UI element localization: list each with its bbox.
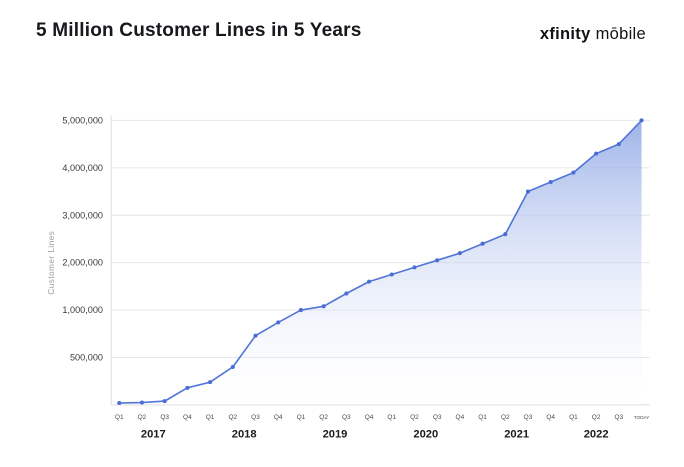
x-tick-label: Q3 bbox=[615, 414, 624, 421]
data-point bbox=[162, 399, 167, 404]
x-tick-label: Q3 bbox=[433, 414, 442, 421]
year-label: 2021 bbox=[504, 428, 529, 440]
x-tick-label: Q4 bbox=[274, 414, 283, 421]
data-point bbox=[298, 308, 303, 313]
y-tick-label: 4,000,000 bbox=[62, 163, 103, 173]
area-chart-canvas: 500,000 1,000,000 2,000,000 3,000,000 4,000,… bbox=[47, 115, 650, 440]
year-label: 2019 bbox=[323, 428, 348, 440]
year-label: 2018 bbox=[232, 428, 257, 440]
data-point bbox=[525, 189, 531, 194]
data-point bbox=[344, 291, 349, 296]
data-point bbox=[503, 232, 508, 237]
x-tick-label: Q4 bbox=[183, 414, 192, 421]
x-tick-label: Q1 bbox=[478, 414, 487, 421]
xfinity-mobile-logo: xfinity mōbile bbox=[540, 25, 646, 44]
data-point bbox=[412, 265, 417, 270]
logo-brand-xfinity: xfinity bbox=[539, 25, 591, 43]
x-tick-label: Q2 bbox=[501, 414, 510, 421]
data-point bbox=[639, 118, 644, 123]
customer-lines-chart: 500,000 1,000,000 2,000,000 3,000,000 4,000,… bbox=[40, 95, 670, 449]
x-tick-label-today: TODAY bbox=[634, 415, 650, 420]
y-tick-label: 5,000,000 bbox=[62, 115, 103, 125]
x-tick-label: Q1 bbox=[387, 414, 396, 421]
x-tick-label: Q4 bbox=[456, 414, 465, 421]
x-tick-label: Q1 bbox=[206, 414, 215, 421]
page-title: 5 Million Customer Lines in 5 Years bbox=[36, 20, 362, 41]
x-tick-label: Q1 bbox=[297, 414, 306, 421]
data-point bbox=[389, 272, 394, 277]
data-point bbox=[276, 320, 281, 325]
x-tick-label: Q3 bbox=[342, 414, 351, 421]
year-label: 2020 bbox=[413, 428, 438, 440]
logo-product-mobile: mōbile bbox=[595, 25, 646, 43]
x-tick-labels: Q1 Q2 Q3 Q4 Q1 Q2 Q3 Q4 Q1 Q2 Q3 Q4 Q1 Q2 Q3 Q4 Q1 Q2 Q3 Q4… bbox=[115, 414, 649, 421]
x-tick-label: Q3 bbox=[251, 414, 260, 421]
data-point bbox=[548, 180, 553, 185]
data-point bbox=[253, 333, 258, 338]
y-tick-label: 500,000 bbox=[70, 353, 103, 363]
data-point bbox=[117, 400, 122, 406]
year-label: 2022 bbox=[584, 428, 609, 440]
data-point bbox=[616, 142, 621, 147]
data-point bbox=[321, 304, 326, 309]
x-tick-label: Q2 bbox=[228, 414, 237, 421]
y-tick-label: 2,000,000 bbox=[62, 258, 103, 268]
data-point bbox=[435, 258, 440, 263]
x-tick-label: Q1 bbox=[569, 414, 578, 421]
data-point bbox=[367, 279, 372, 284]
data-point bbox=[185, 385, 190, 390]
x-tick-label: Q3 bbox=[160, 414, 169, 421]
x-tick-label: Q4 bbox=[365, 414, 374, 421]
x-tick-label: Q2 bbox=[138, 414, 147, 421]
x-tick-label: Q4 bbox=[546, 414, 555, 421]
trend-line bbox=[119, 119, 643, 404]
x-tick-label: Q2 bbox=[410, 414, 419, 421]
x-tick-label: Q3 bbox=[524, 414, 533, 421]
data-points bbox=[117, 118, 644, 406]
data-point bbox=[594, 151, 599, 156]
y-tick-label: 1,000,000 bbox=[62, 305, 103, 315]
data-point bbox=[208, 380, 213, 385]
year-label: 2017 bbox=[141, 428, 166, 440]
data-point bbox=[230, 364, 235, 370]
y-tick-label: 3,000,000 bbox=[62, 210, 103, 220]
year-labels: 2017 2018 2019 2020 2021 2022 bbox=[141, 428, 609, 440]
x-tick-label: Q2 bbox=[592, 414, 601, 421]
data-point bbox=[457, 251, 462, 256]
data-point bbox=[571, 170, 576, 175]
data-point bbox=[139, 400, 145, 405]
x-tick-label: Q2 bbox=[319, 414, 328, 421]
data-point bbox=[480, 241, 485, 246]
x-tick-label: Q1 bbox=[115, 414, 124, 421]
area-fill bbox=[119, 120, 642, 405]
y-axis-title: Customer Lines bbox=[47, 231, 56, 295]
